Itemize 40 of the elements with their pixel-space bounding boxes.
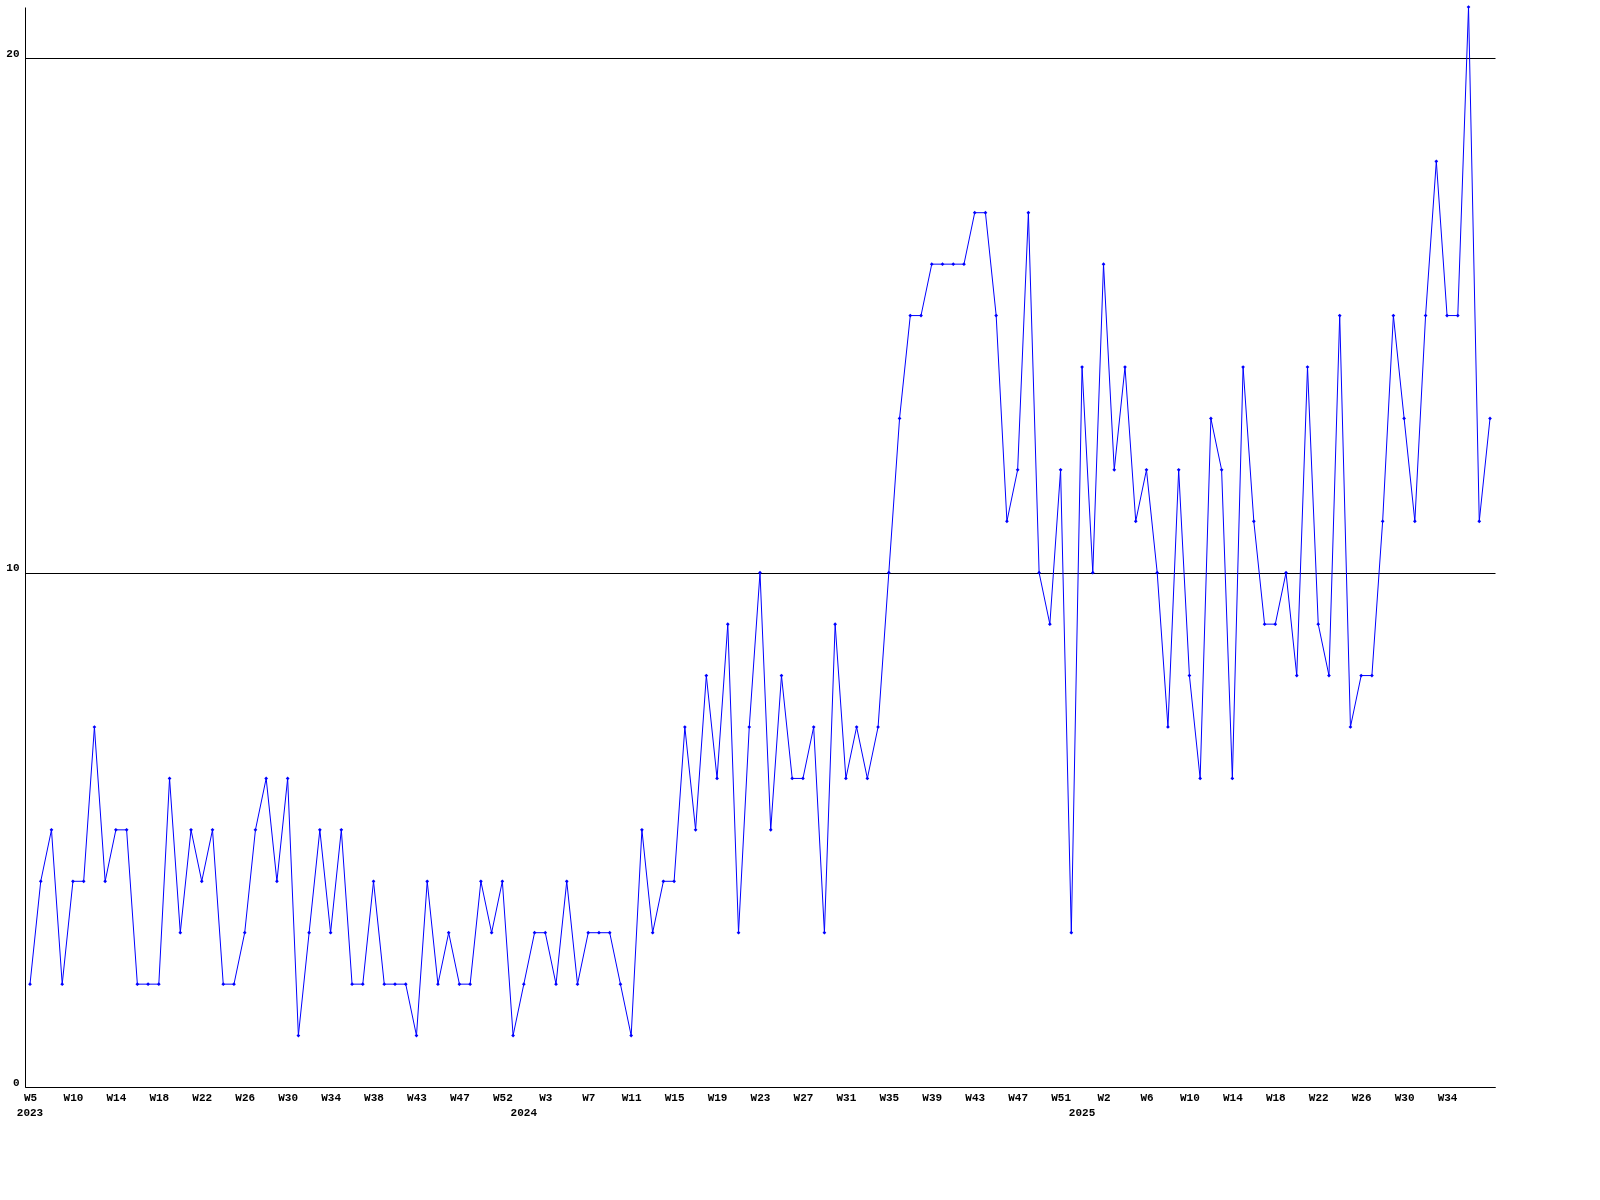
y-tick-label: 20 bbox=[6, 47, 20, 60]
x-tick-label: W6 bbox=[1140, 1091, 1154, 1104]
text: 2025 bbox=[1068, 1107, 1096, 1119]
y-tick-label: 10 bbox=[6, 562, 20, 575]
x-tick-label: W22 bbox=[1308, 1091, 1329, 1104]
x-tick-label: W39 bbox=[922, 1091, 943, 1104]
x-tick-label: W10 bbox=[63, 1091, 84, 1104]
x-tick-label: W5 bbox=[23, 1091, 38, 1104]
x-tick-label: W15 bbox=[664, 1091, 685, 1104]
x-tick-label: W18 bbox=[149, 1091, 170, 1104]
x-tick-label: W43 bbox=[965, 1091, 986, 1104]
x-tick-label: W19 bbox=[707, 1091, 728, 1104]
x-tick-label: W26 bbox=[235, 1091, 256, 1104]
x-tick-label: W3 bbox=[539, 1091, 553, 1104]
x-tick-label: W31 bbox=[836, 1091, 857, 1104]
text: 2023 bbox=[16, 1107, 44, 1119]
x-tick-label: W2 bbox=[1097, 1091, 1111, 1104]
x-tick-label: W27 bbox=[793, 1091, 814, 1104]
x-tick-label: W47 bbox=[1008, 1091, 1029, 1104]
x-tick-label: W38 bbox=[364, 1091, 385, 1104]
y-tick-label: 0 bbox=[12, 1076, 20, 1089]
x-tick-label: W10 bbox=[1180, 1091, 1200, 1104]
x-tick-label: W26 bbox=[1351, 1091, 1372, 1104]
x-tick-label: W51 bbox=[1051, 1091, 1072, 1104]
x-tick-label: W34 bbox=[321, 1091, 342, 1104]
x-tick-label: W22 bbox=[192, 1091, 213, 1104]
x-tick-label: W7 bbox=[582, 1091, 596, 1104]
x-tick-label: W14 bbox=[106, 1091, 127, 1104]
x-tick-label: W47 bbox=[450, 1091, 470, 1104]
x-tick-label: W52 bbox=[492, 1091, 513, 1104]
x-tick-label: W18 bbox=[1265, 1091, 1287, 1104]
x-tick-label: W35 bbox=[879, 1091, 900, 1104]
x-tick-label: W23 bbox=[750, 1091, 771, 1104]
x-tick-label: W30 bbox=[278, 1091, 299, 1104]
x-tick-label: W14 bbox=[1222, 1091, 1244, 1104]
x-tick-label: W34 bbox=[1437, 1091, 1458, 1104]
text: 2024 bbox=[510, 1107, 538, 1119]
x-tick-label: W30 bbox=[1394, 1091, 1415, 1104]
x-tick-label: W43 bbox=[407, 1091, 428, 1104]
x-tick-label: W11 bbox=[621, 1091, 642, 1104]
